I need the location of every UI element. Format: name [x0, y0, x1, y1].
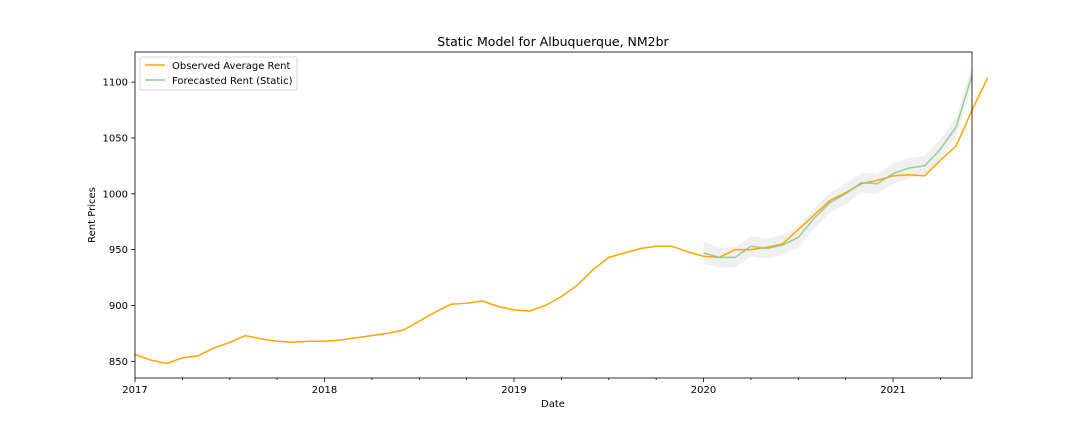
data-point-observed [323, 340, 326, 343]
legend-label-observed: Observed Average Rent [172, 61, 291, 72]
data-point-observed [197, 354, 200, 357]
data-point-observed [544, 304, 547, 307]
data-point-observed [181, 356, 184, 359]
data-point-forecast [765, 247, 768, 250]
data-point-observed [355, 336, 358, 339]
data-point-observed [213, 346, 216, 349]
data-point-forecast [828, 201, 831, 204]
data-point-observed [339, 339, 342, 342]
x-tick-label: 2019 [501, 385, 526, 396]
data-point-forecast [797, 236, 800, 239]
series-lines [134, 75, 989, 365]
data-point-observed [670, 245, 673, 248]
x-tick-label: 2017 [122, 385, 147, 396]
data-point-observed [607, 256, 610, 259]
data-point-observed [165, 362, 168, 365]
data-point-forecast [876, 182, 879, 185]
data-point-observed [434, 311, 437, 314]
data-point-observed [876, 179, 879, 182]
data-point-observed [655, 245, 658, 248]
y-tick-label: 950 [109, 245, 128, 256]
confidence-band-area [703, 65, 972, 268]
x-tick-label: 2020 [691, 385, 716, 396]
legend-box [139, 56, 298, 91]
data-point-forecast [734, 256, 737, 259]
data-point-forecast [718, 256, 721, 259]
data-point-forecast [892, 172, 895, 175]
data-point-forecast [702, 252, 705, 255]
y-tick-label: 900 [109, 301, 128, 312]
y-tick-label: 1000 [103, 189, 128, 200]
data-point-forecast [955, 125, 958, 128]
data-point-observed [449, 303, 452, 306]
data-point-observed [370, 334, 373, 337]
data-point-observed [228, 341, 231, 344]
data-point-forecast [813, 217, 816, 220]
data-point-observed [528, 310, 531, 313]
data-point-observed [386, 332, 389, 335]
series-line-forecast [703, 75, 973, 259]
y-axis-label: Rent Prices [87, 187, 98, 243]
y-tick-label: 850 [109, 357, 128, 368]
x-tick-label: 2018 [312, 385, 337, 396]
data-point-observed [734, 248, 737, 251]
data-point-observed [402, 329, 405, 332]
data-point-observed [907, 173, 910, 176]
legend-label-forecast: Forecasted Rent (Static) [172, 76, 293, 87]
data-point-observed [276, 340, 279, 343]
data-point-forecast [923, 164, 926, 167]
data-point-observed [639, 247, 642, 250]
data-point-observed [560, 295, 563, 298]
data-point-observed [813, 214, 816, 217]
data-point-observed [939, 159, 942, 162]
data-point-observed [307, 340, 310, 343]
data-point-observed [260, 337, 263, 340]
data-point-observed [418, 320, 421, 323]
data-point-forecast [939, 148, 942, 151]
data-point-observed [686, 250, 689, 253]
y-tick-label: 1050 [103, 134, 128, 145]
chart-title: Static Model for Albuquerque, NM2br [437, 34, 669, 49]
data-point-observed [623, 252, 626, 255]
data-point-forecast [781, 244, 784, 247]
data-point-forecast [844, 192, 847, 195]
data-point-observed [749, 248, 752, 251]
plot-frame [134, 51, 973, 379]
data-point-observed [291, 341, 294, 344]
y-tick-label: 1100 [103, 78, 128, 89]
data-point-observed [797, 228, 800, 231]
legend: Observed Average Rent Forecasted Rent (S… [139, 56, 298, 91]
data-point-observed [497, 305, 500, 308]
data-point-observed [149, 359, 152, 362]
data-point-observed [513, 308, 516, 311]
data-point-observed [986, 76, 989, 79]
data-point-observed [244, 334, 247, 337]
y-axis: 850 900 950 1000 1050 1100 [103, 78, 135, 368]
data-point-forecast [860, 181, 863, 184]
data-point-observed [481, 300, 484, 303]
series-line-observed [134, 77, 989, 365]
x-tick-label: 2021 [880, 385, 905, 396]
data-point-observed [576, 284, 579, 287]
data-point-observed [923, 174, 926, 177]
data-point-observed [702, 255, 705, 258]
data-point-forecast [749, 245, 752, 248]
data-point-forecast [907, 167, 910, 170]
data-point-observed [592, 268, 595, 271]
confidence-band [703, 65, 972, 268]
x-axis-label: Date [541, 399, 565, 410]
data-point-observed [955, 144, 958, 147]
data-point-observed [465, 302, 468, 305]
x-axis: 2017 2018 2019 2020 2021 [122, 378, 941, 396]
